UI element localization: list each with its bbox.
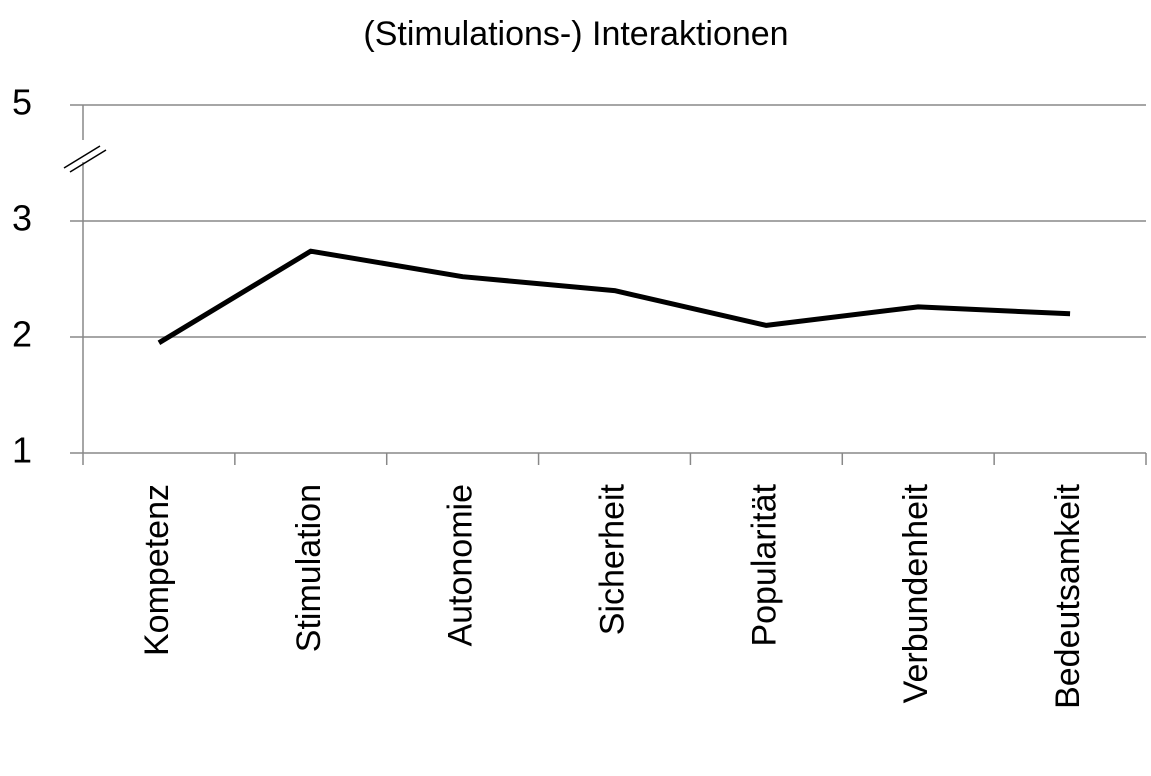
y-tick-label: 1 [12,430,32,471]
axis-break [62,140,108,173]
y-tick-label: 3 [12,198,32,239]
y-tick-label: 5 [12,82,32,123]
x-tick-label: Verbundenheit [897,483,935,703]
x-tick-label: Popularität [745,483,783,646]
x-tick-label: Kompetenz [138,484,176,656]
chart-title: (Stimulations-) Interaktionen [363,15,788,53]
x-tick-label: Stimulation [290,484,328,652]
y-tick-label: 2 [12,314,32,355]
x-tick-label: Autonomie [442,484,480,647]
x-tick-label: Bedeutsamkeit [1049,483,1087,708]
data-line [157,248,1071,345]
x-tick-label: Sicherheit [593,483,631,635]
